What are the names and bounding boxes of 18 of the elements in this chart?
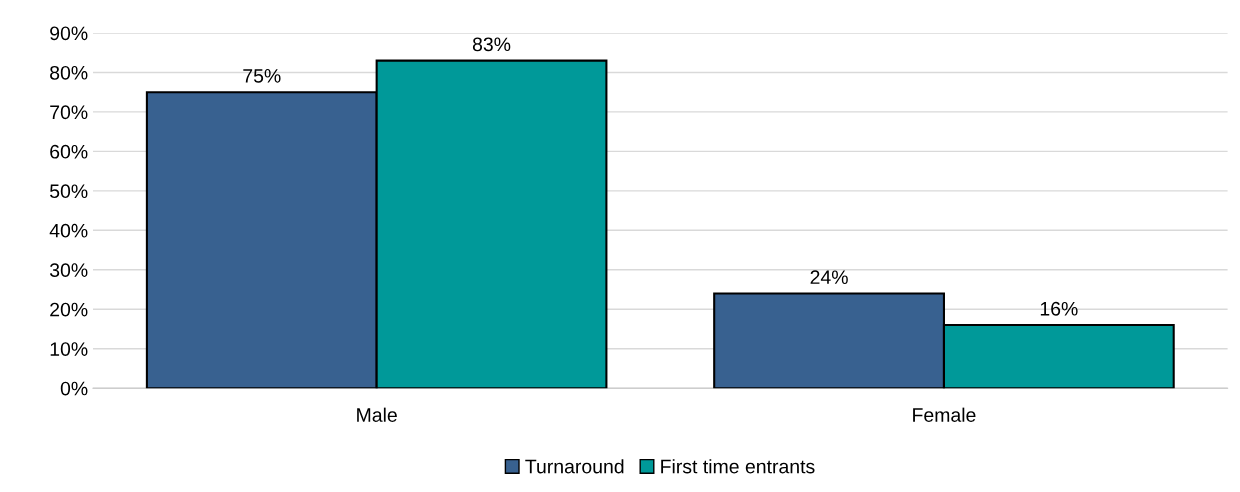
y-tick-label: 30% <box>49 263 88 278</box>
data-label: 75% <box>243 69 281 83</box>
y-tick-label: 40% <box>49 223 88 238</box>
y-tick-label: 50% <box>50 184 88 199</box>
data-label: 16% <box>1040 301 1078 316</box>
legend-label: Turnaround <box>525 459 624 474</box>
data-label: 24% <box>810 270 848 284</box>
legend-label: First time entrants <box>661 459 815 474</box>
y-tick-label: 70% <box>50 105 88 120</box>
y-tick-label: 0% <box>60 381 88 396</box>
x-tick-label: Female <box>913 407 976 422</box>
x-tick-label: Male <box>357 407 397 422</box>
y-tick-label: 10% <box>50 342 88 356</box>
data-label: 83% <box>472 37 511 52</box>
y-tick-label: 20% <box>50 302 88 317</box>
y-tick-label: 80% <box>50 65 88 80</box>
y-tick-label: 60% <box>50 144 88 159</box>
y-tick-label: 90% <box>50 26 88 41</box>
